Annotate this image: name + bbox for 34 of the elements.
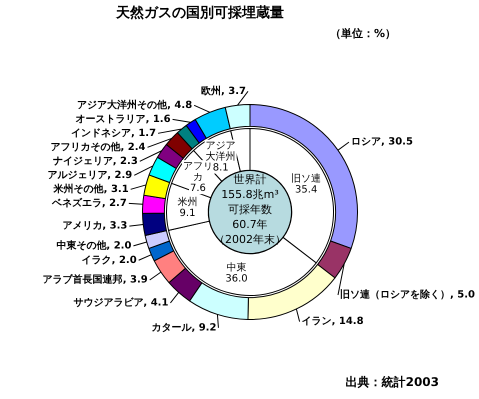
chart-subtitle: （単位：%） — [330, 26, 396, 41]
source-note: 出典：統計2003 — [346, 374, 439, 391]
slice-label: 米州 — [178, 196, 198, 208]
slice-label: ベネズエラ, 2.7 — [50, 196, 127, 209]
chart-title: 天然ガスの国別可採埋蔵量 — [114, 4, 285, 22]
data-label: 36.0 — [225, 273, 248, 284]
slice-label: 旧ソ連 — [291, 172, 322, 184]
data-label: 9.1 — [180, 208, 196, 220]
slice-label: 欧州, 3.7 — [201, 84, 246, 97]
slice-label: アジア大洋州その他, 4.8 — [77, 98, 192, 111]
slice-label: イラン, 14.8 — [302, 316, 364, 328]
slice-label: アラブ首長国連邦, 3.9 — [42, 274, 148, 286]
text: 世界計 — [232, 172, 268, 187]
slice-label: ナイジェリア, 2.3 — [52, 156, 138, 167]
slice-label: オーストラリア, 1.6 — [76, 114, 171, 125]
slice-label: インドネシア, 1.7 — [71, 128, 156, 139]
slice-label: サウジアラビア, 4.1 — [73, 296, 168, 308]
slice-label: イラク, 2.0 — [82, 254, 137, 266]
text: 155.8兆m³ — [220, 187, 280, 202]
text: 可採年数 — [227, 202, 273, 217]
data-label: 8.1 — [212, 162, 229, 174]
slice-label: 米州その他, 3.1 — [52, 182, 129, 195]
data-label: 7.6 — [190, 182, 206, 194]
slice-label: 中東 — [226, 261, 247, 274]
slice-label: カタール, 9.2 — [151, 322, 216, 334]
slice-label: 中東その他, 2.0 — [56, 239, 132, 252]
slice-label: アルジェリア, 2.9 — [47, 170, 132, 181]
slice-label: アジア大洋州 — [206, 140, 236, 162]
text: 60.7年 — [231, 217, 269, 232]
slice-label: ロシア, 30.5 — [350, 136, 413, 148]
slice-label: 旧ソ連（ロシアを除く）, 5.0 — [340, 288, 476, 301]
slice-label: アフリカその他, 2.4 — [50, 140, 146, 153]
data-label: 35.4 — [295, 184, 318, 196]
slice-label: アメリカ, 3.3 — [62, 220, 128, 232]
